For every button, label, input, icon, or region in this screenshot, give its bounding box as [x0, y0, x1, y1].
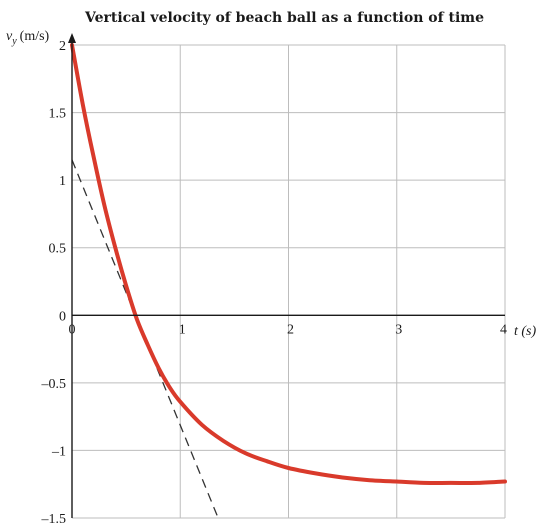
x-tick-label: 3	[395, 322, 402, 337]
y-tick-label: 0	[59, 309, 66, 324]
x-tick-label: 1	[179, 322, 186, 337]
x-tick-label: 4	[500, 322, 507, 337]
y-axis-arrow	[68, 33, 76, 43]
chart-title: Vertical velocity of beach ball as a fun…	[84, 10, 484, 26]
y-tick-label: –1.5	[41, 512, 67, 527]
y-axis-label: vy (m/s)	[6, 29, 50, 47]
tick-labels: 21.510.50–0.5–1–1.501234	[41, 39, 508, 527]
y-tick-label: 2	[59, 39, 66, 54]
tangent-line	[71, 159, 219, 519]
axes	[68, 33, 505, 518]
series-layer	[70, 43, 507, 519]
velocity-curve	[70, 43, 507, 485]
y-tick-label: –0.5	[41, 377, 67, 392]
y-tick-label: 1	[59, 174, 66, 189]
y-tick-label: 0.5	[49, 242, 67, 257]
grid	[71, 44, 506, 519]
y-tick-label: –1	[51, 444, 66, 459]
y-tick-label: 1.5	[49, 107, 67, 122]
x-axis-label: t (s)	[514, 324, 537, 339]
x-tick-label: 2	[287, 322, 294, 337]
